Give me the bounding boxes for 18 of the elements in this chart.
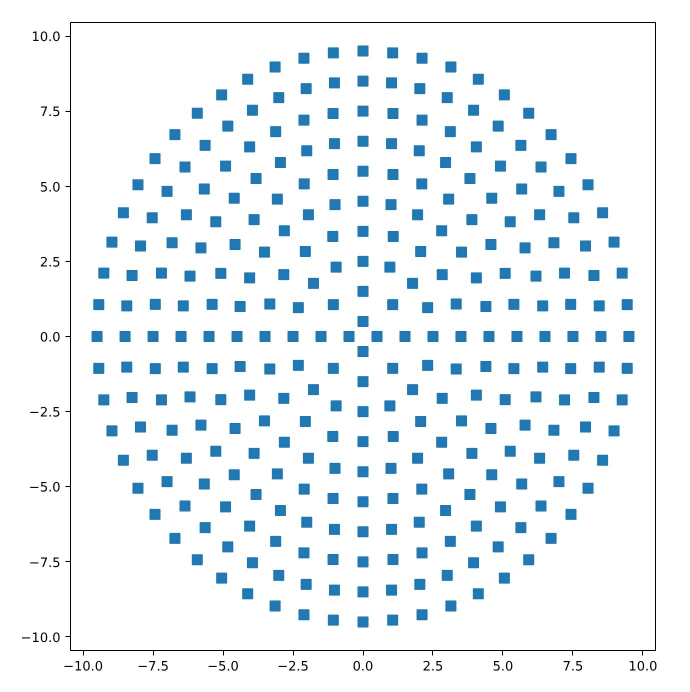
y-tick-label: 5.0 [40,180,61,196]
y-tick-label: 2.5 [40,255,61,270]
x-tick-label: 0.0 [352,660,374,674]
x-tick-label: −7.5 [137,660,169,674]
x-tick-label: −10.0 [63,660,104,674]
x-tick-label: 2.5 [422,660,444,674]
y-tick-label: −5.0 [28,480,61,496]
y-tick-label: 7.5 [40,105,61,120]
x-tick-label: 10.0 [628,660,658,674]
x-tick-label: 7.5 [562,660,584,674]
y-tick-label: −2.5 [28,406,61,421]
y-tick-label: 10.0 [32,30,61,46]
x-tick-label: −5.0 [207,660,239,674]
x-tick-label: 5.0 [492,660,514,674]
x-tick-label: −2.5 [277,660,309,674]
y-tick-label: −10.0 [20,630,61,646]
y-tick-label: 0.0 [40,330,61,346]
y-tick-label: −7.5 [28,556,61,571]
